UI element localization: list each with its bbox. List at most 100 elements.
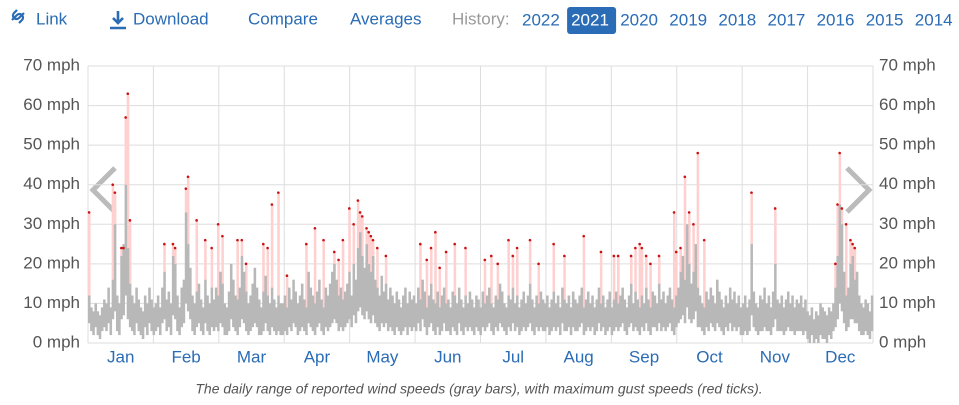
wind-range-bar	[404, 287, 407, 328]
year-link[interactable]: 2020	[620, 10, 658, 29]
wind-range-bar	[578, 295, 581, 328]
gust-tick	[285, 274, 289, 278]
wind-range-bar	[797, 303, 801, 332]
year-link[interactable]: 2019	[669, 10, 707, 29]
gust-line	[171, 244, 175, 256]
wind-range-bar	[782, 307, 786, 336]
gust-line	[672, 212, 676, 308]
gust-line	[703, 240, 706, 308]
wind-range-bar	[645, 287, 648, 324]
compare[interactable]: Compare	[248, 9, 318, 28]
wind-range-bar	[565, 303, 569, 332]
gust-line	[851, 244, 855, 256]
wind-range-bar	[111, 279, 115, 320]
year-link[interactable]: 2022	[522, 10, 560, 29]
wind-range-bar	[838, 204, 842, 304]
wind-range-bar	[180, 287, 184, 328]
gust-line	[640, 248, 644, 296]
x-tick-label: Oct	[696, 347, 723, 366]
gust-line	[563, 255, 566, 300]
wind-range-bar	[305, 307, 308, 336]
year-link[interactable]: 2015	[866, 10, 904, 29]
x-tick-label: Dec	[825, 347, 856, 366]
year-link[interactable]: 2017	[768, 10, 806, 29]
wind-range-bar	[449, 307, 452, 336]
next-arrow[interactable]	[845, 166, 873, 214]
wind-range-bar	[212, 299, 216, 332]
wind-range-bar	[208, 303, 211, 336]
wind-range-bar	[393, 303, 396, 336]
year-link[interactable]: 2014	[915, 10, 953, 29]
y-tick-label-right: 60 mph	[879, 95, 936, 114]
wind-range-bar	[789, 303, 792, 332]
download[interactable]: Download	[133, 9, 209, 28]
gust-line	[649, 263, 652, 308]
gust-line	[438, 267, 442, 308]
y-tick-label-right: 40 mph	[879, 174, 936, 193]
wind-range-bar	[115, 295, 119, 332]
wind-range-bar	[363, 267, 366, 320]
gust-tick	[124, 116, 127, 119]
link[interactable]: Link	[36, 9, 68, 28]
year-link[interactable]: 2021	[571, 10, 609, 29]
wind-range-bar	[369, 271, 373, 324]
wind-range-bar	[718, 291, 721, 328]
wind-range-bar	[322, 307, 325, 336]
gust-line	[195, 220, 199, 292]
y-tick-label-right: 0 mph	[879, 332, 926, 351]
wind-range-bar	[186, 244, 190, 312]
wind-range-bar	[567, 295, 571, 328]
gust-line	[365, 228, 368, 245]
wind-range-bar	[580, 287, 584, 324]
year-link[interactable]: 2018	[718, 10, 756, 29]
wind-range-bar	[692, 271, 695, 320]
gust-line	[511, 255, 515, 288]
wind-range-bar	[535, 295, 538, 328]
wind-range-bar	[223, 303, 227, 336]
gust-line	[617, 255, 620, 304]
wind-range-bar	[199, 299, 203, 332]
wind-range-bar	[133, 303, 136, 336]
gust-tick	[773, 207, 777, 210]
wind-range-bar	[328, 283, 332, 328]
prev-arrow[interactable]	[89, 166, 117, 214]
wind-range-bar	[367, 263, 371, 320]
year-link[interactable]: 2016	[817, 10, 855, 29]
wind-range-bar	[217, 295, 220, 332]
gust-line	[163, 244, 166, 272]
wind-range-bar	[92, 311, 95, 336]
averages[interactable]: Averages	[350, 9, 422, 28]
gust-tick	[453, 242, 456, 246]
y-tick-label-right: 50 mph	[879, 135, 936, 154]
gust-tick	[365, 226, 368, 230]
wind-range-bar	[597, 287, 601, 324]
wind-range-bar	[313, 303, 317, 336]
gust-line	[341, 240, 345, 300]
wind-range-bar	[720, 299, 723, 332]
history-label: History:	[452, 9, 510, 28]
wind-range-bar	[494, 295, 498, 328]
gust-line	[688, 212, 691, 264]
wind-range-bar	[584, 299, 588, 332]
wind-range-bar	[748, 299, 751, 332]
wind-range-bar	[466, 303, 470, 332]
y-tick-label: 10 mph	[23, 293, 80, 312]
x-tick-label: May	[366, 347, 399, 366]
gust-line	[88, 212, 91, 296]
wind-range-bar	[548, 307, 551, 336]
gust-line	[496, 263, 500, 300]
gust-line	[453, 244, 457, 296]
gust-tick	[483, 258, 487, 262]
wind-range-bar	[318, 279, 321, 324]
wind-range-bar	[765, 303, 769, 332]
wind-range-bar	[550, 299, 553, 332]
download-icon[interactable]	[110, 11, 126, 30]
wind-range-bar	[232, 279, 235, 328]
wind-range-bar	[238, 287, 242, 328]
wind-range-bar	[350, 295, 353, 328]
gust-tick	[371, 238, 375, 242]
wind-range-bar	[735, 303, 738, 332]
gust-line	[657, 255, 661, 284]
link-icon[interactable]	[11, 9, 25, 24]
wind-range-bar	[677, 287, 680, 324]
